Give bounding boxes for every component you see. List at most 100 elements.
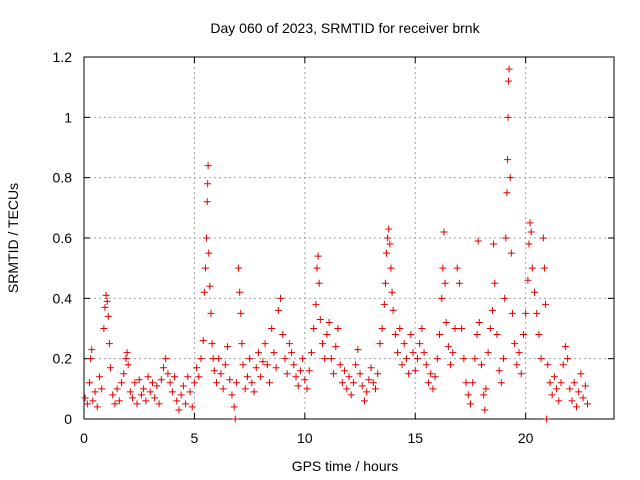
y-tick-label: 1.2: [53, 49, 73, 65]
data-point: [182, 400, 190, 408]
data-point: [204, 162, 212, 170]
data-point: [471, 355, 479, 363]
data-point: [540, 264, 548, 272]
data-point: [363, 388, 371, 396]
data-point: [422, 361, 430, 369]
data-point: [517, 370, 525, 378]
data-point: [418, 325, 426, 332]
data-point: [543, 415, 551, 423]
data-point: [168, 388, 176, 396]
data-point: [319, 340, 326, 348]
data-point: [243, 373, 251, 381]
data-point: [376, 340, 384, 348]
data-point: [188, 403, 196, 411]
data-point: [274, 306, 282, 314]
data-point: [495, 367, 503, 375]
data-point: [533, 309, 541, 317]
data-point: [469, 379, 477, 387]
data-point: [89, 397, 97, 405]
data-point: [504, 113, 512, 121]
data-point: [299, 355, 307, 363]
data-point: [312, 300, 320, 308]
data-point: [464, 391, 472, 399]
data-point: [438, 294, 446, 302]
data-point: [144, 373, 152, 381]
data-point: [232, 379, 240, 387]
data-point: [305, 367, 313, 375]
data-point: [261, 340, 269, 348]
data-point: [358, 382, 366, 390]
data-point: [230, 403, 238, 411]
data-point: [527, 228, 535, 236]
data-point: [354, 346, 362, 354]
data-point: [356, 370, 364, 378]
data-point: [204, 180, 212, 188]
data-point: [283, 370, 291, 378]
data-point: [508, 309, 516, 317]
data-point: [199, 337, 207, 345]
data-point: [475, 318, 483, 326]
data-point: [491, 279, 499, 287]
data-point: [473, 331, 481, 339]
data-point: [522, 309, 530, 317]
data-point: [544, 361, 552, 369]
data-point: [460, 355, 468, 363]
data-point: [391, 331, 399, 339]
data-point: [190, 379, 198, 387]
data-point: [226, 376, 234, 384]
data-point: [436, 331, 444, 339]
data-point: [482, 385, 490, 393]
data-point: [290, 361, 298, 369]
data-point: [416, 340, 424, 348]
data-point: [126, 388, 134, 396]
data-point: [123, 349, 131, 357]
data-point: [526, 219, 534, 227]
data-point: [557, 379, 565, 387]
data-point: [489, 306, 497, 314]
y-tick-label: 0: [64, 411, 72, 427]
data-point: [453, 264, 461, 272]
data-point: [484, 349, 492, 357]
data-point: [548, 391, 556, 399]
data-point: [142, 397, 150, 405]
data-point: [478, 361, 485, 369]
data-point: [237, 309, 245, 317]
data-point: [173, 397, 181, 405]
data-point: [86, 379, 94, 387]
data-point: [250, 388, 258, 396]
data-point: [537, 355, 545, 363]
data-point: [338, 379, 346, 387]
data-point: [564, 355, 572, 363]
data-point: [239, 361, 247, 369]
data-point: [519, 331, 527, 339]
data-point: [501, 294, 509, 302]
data-point: [332, 343, 340, 351]
data-point: [513, 361, 521, 369]
data-point: [449, 349, 457, 357]
data-point: [236, 288, 244, 296]
data-point: [208, 340, 216, 348]
data-point: [497, 379, 505, 387]
data-point: [405, 370, 413, 378]
data-point: [184, 373, 192, 381]
data-point: [83, 400, 91, 408]
data-point: [535, 331, 543, 339]
data-point: [385, 225, 393, 233]
data-point: [153, 382, 161, 390]
y-tick-label: 0.2: [53, 351, 73, 367]
data-point: [433, 355, 441, 363]
data-point: [506, 174, 514, 182]
data-points: [81, 65, 591, 423]
data-point: [307, 349, 315, 357]
data-point: [224, 343, 232, 351]
data-point: [272, 364, 280, 372]
data-point: [474, 237, 482, 245]
data-point: [581, 382, 589, 390]
data-point: [98, 385, 106, 393]
data-point: [210, 367, 218, 375]
data-point: [411, 367, 419, 375]
data-point: [420, 349, 428, 357]
data-point: [321, 355, 329, 363]
data-point: [566, 385, 574, 393]
